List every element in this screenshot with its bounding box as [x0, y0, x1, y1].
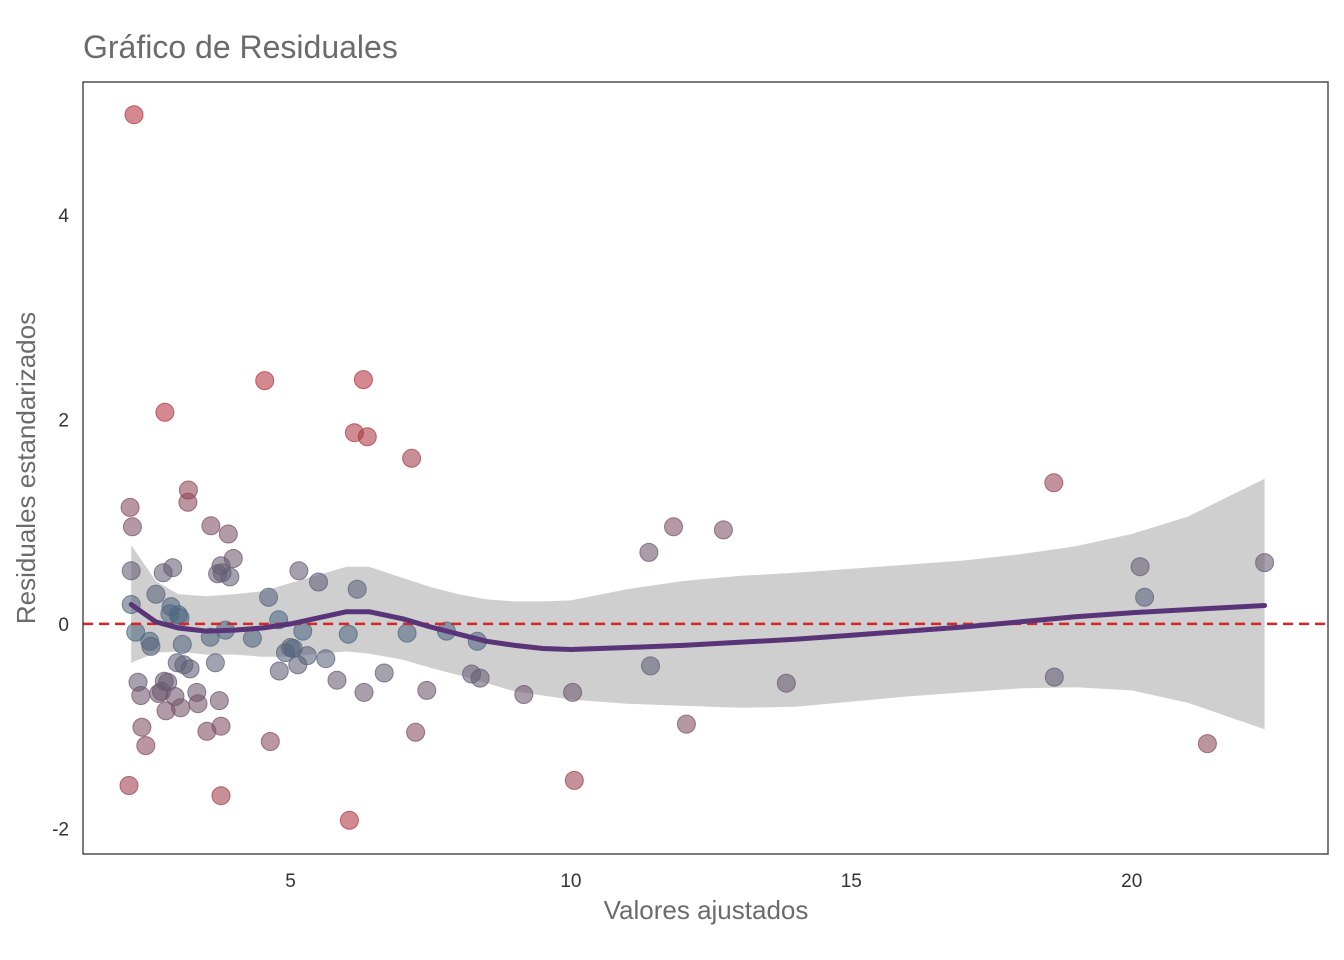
data-point-8	[131, 686, 151, 705]
data-point-77	[417, 680, 437, 700]
data-point-73	[374, 663, 394, 683]
x-tick-label: 15	[841, 871, 862, 892]
data-point-81	[470, 668, 490, 688]
y-axis-title: Residuales estandarizados	[11, 312, 41, 624]
plot-panel	[82, 81, 1329, 855]
data-point-90	[776, 673, 796, 693]
y-tick-label: 0	[58, 615, 69, 636]
confidence-band	[131, 478, 1265, 730]
data-point-44	[211, 786, 231, 806]
x-axis: 5 10 15 20	[285, 871, 1142, 892]
y-axis: -2 0 2 4	[52, 206, 69, 841]
y-tick-label: -2	[52, 819, 69, 840]
data-point-65	[327, 670, 347, 690]
data-point-72	[357, 427, 377, 447]
data-point-12	[141, 636, 161, 656]
loess-smooth-line	[128, 602, 1268, 652]
data-point-9	[132, 717, 152, 737]
data-point-35	[188, 694, 208, 714]
x-tick-label: 10	[560, 871, 581, 892]
data-point-28	[171, 698, 191, 718]
data-point-89	[713, 520, 733, 540]
data-point-18	[155, 402, 175, 422]
data-point-96	[1255, 553, 1275, 573]
data-point-93	[1130, 557, 1150, 577]
x-axis-title: Valores ajustados	[604, 895, 809, 925]
data-point-5	[124, 105, 144, 125]
data-point-62	[297, 646, 317, 666]
data-point-13	[146, 584, 166, 604]
data-point-85	[639, 542, 659, 562]
data-point-82	[514, 685, 534, 704]
data-point-33	[180, 659, 200, 679]
data-point-66	[338, 624, 358, 644]
data-point-91	[1044, 473, 1064, 493]
panel-border	[82, 81, 1329, 855]
data-point-29	[172, 634, 192, 654]
data-point-32	[178, 480, 198, 500]
data-point-71	[354, 682, 374, 702]
data-point-55	[269, 661, 289, 681]
data-point-10	[136, 736, 156, 756]
data-point-23	[163, 558, 183, 578]
data-point-76	[406, 722, 426, 742]
data-point-84	[564, 770, 584, 790]
data-point-51	[255, 371, 275, 391]
data-point-43	[211, 716, 231, 736]
data-point-67	[339, 810, 359, 830]
data-point-39	[205, 653, 225, 673]
data-point-41	[209, 691, 229, 711]
data-point-1	[121, 561, 141, 581]
data-point-63	[309, 572, 328, 592]
data-point-74	[397, 623, 417, 643]
data-point-94	[1135, 587, 1155, 607]
data-point-75	[402, 448, 422, 468]
data-point-38	[201, 516, 221, 536]
x-tick-label: 5	[285, 871, 296, 892]
data-point-47	[218, 524, 238, 544]
y-tick-label: 4	[58, 206, 69, 227]
data-point-69	[347, 579, 367, 599]
data-point-53	[260, 732, 280, 751]
data-point-0	[120, 497, 140, 517]
data-point-52	[259, 587, 279, 607]
data-point-88	[676, 714, 696, 734]
data-point-86	[641, 656, 660, 676]
y-tick-label: 2	[58, 410, 69, 431]
data-point-95	[1197, 734, 1217, 754]
data-point-64	[316, 649, 336, 669]
data-point-50	[242, 628, 262, 648]
data-point-4	[122, 517, 142, 537]
data-point-3	[119, 776, 139, 795]
data-point-60	[289, 561, 309, 581]
data-point-70	[353, 370, 373, 390]
chart-title: Gráfico de Residuales	[83, 29, 398, 65]
data-point-92	[1044, 667, 1064, 687]
data-point-83	[563, 682, 583, 702]
data-point-49	[223, 549, 243, 568]
data-point-87	[664, 517, 683, 537]
x-tick-label: 20	[1121, 871, 1142, 892]
data-point-48	[220, 567, 240, 587]
